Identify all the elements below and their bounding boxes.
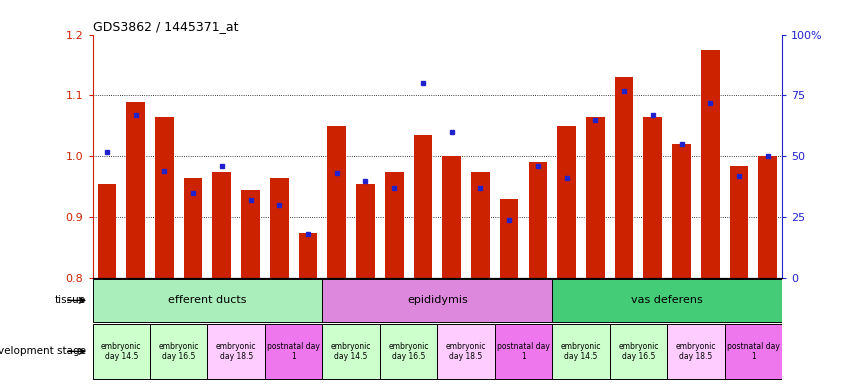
Bar [615,77,633,278]
Bar [725,324,782,379]
Bar [93,279,322,322]
Bar [414,135,432,278]
Text: embryonic
day 16.5: embryonic day 16.5 [158,342,199,361]
Bar [150,324,208,379]
Bar [213,172,231,278]
Text: embryonic
day 14.5: embryonic day 14.5 [331,342,372,361]
Text: tissue: tissue [55,295,86,305]
Text: embryonic
day 16.5: embryonic day 16.5 [389,342,429,361]
Bar [759,156,777,278]
Bar [265,324,322,379]
Bar [730,166,748,278]
Text: postnatal day
1: postnatal day 1 [267,342,320,361]
Bar [299,233,317,278]
Text: efferent ducts: efferent ducts [168,295,246,305]
Bar [437,324,495,379]
Bar [672,144,691,278]
Text: vas deferens: vas deferens [632,295,703,305]
Text: embryonic
day 18.5: embryonic day 18.5 [446,342,486,361]
Bar [667,324,725,379]
Text: embryonic
day 18.5: embryonic day 18.5 [216,342,257,361]
Bar [586,117,605,278]
Bar [356,184,375,278]
Bar [553,324,610,379]
Text: GDS3862 / 1445371_at: GDS3862 / 1445371_at [93,20,238,33]
Bar [385,172,404,278]
Text: development stage: development stage [0,346,86,356]
Text: postnatal day
1: postnatal day 1 [497,342,550,361]
Bar [442,156,461,278]
Bar [93,324,150,379]
Bar [270,178,288,278]
Bar [327,126,346,278]
Text: embryonic
day 18.5: embryonic day 18.5 [675,342,717,361]
Bar [380,324,437,379]
Bar [553,279,782,322]
Text: epididymis: epididymis [407,295,468,305]
Text: postnatal day
1: postnatal day 1 [727,342,780,361]
Bar [558,126,576,278]
Bar [495,324,553,379]
Bar [643,117,662,278]
Text: embryonic
day 14.5: embryonic day 14.5 [561,342,601,361]
Bar [701,50,720,278]
Text: embryonic
day 14.5: embryonic day 14.5 [101,342,141,361]
Bar [126,102,145,278]
Bar [322,279,553,322]
Bar [500,199,519,278]
Bar [155,117,174,278]
Bar [610,324,667,379]
Bar [528,162,547,278]
Bar [183,178,203,278]
Bar [322,324,380,379]
Bar [241,190,260,278]
Text: embryonic
day 16.5: embryonic day 16.5 [618,342,659,361]
Bar [471,172,489,278]
Bar [208,324,265,379]
Bar [98,184,116,278]
